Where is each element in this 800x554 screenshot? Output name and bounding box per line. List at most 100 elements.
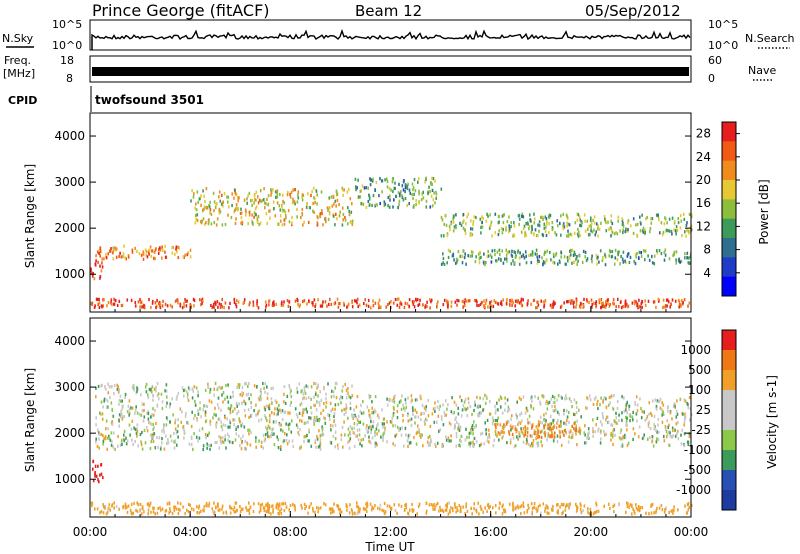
- power-echo-cell: [651, 217, 654, 221]
- power-echo-cell: [688, 301, 691, 305]
- power-echo-cell: [626, 229, 628, 233]
- power-echo-cell: [456, 298, 458, 302]
- velocity-echo-cell: [668, 443, 671, 448]
- velocity-echo-cell: [500, 405, 502, 409]
- velocity-echo-cell: [301, 411, 304, 415]
- velocity-echo-cell: [287, 411, 289, 415]
- velocity-echo-cell: [498, 438, 500, 442]
- power-echo-cell: [328, 212, 331, 216]
- power-echo-cell: [98, 305, 101, 310]
- power-echo-cell: [395, 194, 398, 199]
- power-echo-cell: [519, 251, 521, 255]
- velocity-echo-cell: [333, 509, 335, 514]
- velocity-echo-cell: [216, 440, 218, 445]
- velocity-echo-cell: [353, 444, 356, 448]
- power-echo-cell: [452, 217, 454, 221]
- power-echo-cell: [400, 190, 402, 194]
- velocity-echo-cell: [453, 400, 456, 404]
- power-echo-cell: [567, 259, 569, 263]
- power-echo-cell: [228, 306, 230, 310]
- power-echo-cell: [252, 222, 254, 226]
- velocity-echo-cell: [664, 425, 667, 429]
- power-echo-cell: [551, 226, 554, 230]
- velocity-echo-cell: [459, 425, 462, 429]
- power-echo-cell: [643, 249, 645, 253]
- power-echo-cell: [244, 208, 247, 212]
- power-echo-cell: [200, 194, 202, 198]
- power-echo-cell: [473, 215, 475, 219]
- velocity-echo-cell: [160, 445, 162, 449]
- velocity-echo-cell: [358, 510, 361, 514]
- power-echo-cell: [233, 297, 236, 301]
- velocity-echo-cell: [152, 427, 154, 432]
- power-echo-cell: [145, 250, 148, 254]
- power-echo-cell: [178, 246, 180, 250]
- velocity-echo-cell: [468, 435, 470, 439]
- velocity-echo-cell: [468, 431, 471, 435]
- velocity-echo-cell: [655, 407, 658, 411]
- velocity-echo-cell: [180, 420, 182, 424]
- power-echo-cell: [647, 299, 650, 303]
- velocity-echo-cell: [603, 396, 606, 400]
- velocity-echo-cell: [232, 394, 234, 398]
- velocity-echo-cell: [573, 421, 576, 426]
- power-echo-cell: [648, 258, 651, 262]
- velocity-echo-cell: [235, 401, 238, 405]
- velocity-echo-cell: [520, 504, 523, 508]
- velocity-echo-cell: [561, 396, 563, 400]
- power-echo-cell: [492, 304, 495, 309]
- velocity-echo-cell: [492, 444, 495, 448]
- velocity-echo-cell: [565, 431, 567, 435]
- power-echo-cell: [656, 251, 659, 255]
- power-echo-cell: [675, 225, 678, 229]
- velocity-colorbar-segment: [722, 490, 736, 511]
- power-echo-cell: [346, 190, 349, 194]
- velocity-echo-cell: [674, 404, 676, 408]
- velocity-echo-cell: [244, 402, 247, 406]
- velocity-echo-cell: [99, 411, 101, 415]
- power-echo-cell: [505, 225, 507, 229]
- power-echo-cell: [646, 215, 648, 220]
- velocity-echo-cell: [296, 386, 298, 390]
- velocity-echo-cell: [417, 504, 420, 509]
- power-echo-cell: [467, 212, 470, 216]
- power-echo-cell: [614, 256, 617, 260]
- velocity-echo-cell: [152, 398, 154, 402]
- velocity-echo-cell: [509, 438, 512, 442]
- power-echo-cell: [464, 228, 466, 232]
- velocity-echo-cell: [632, 410, 634, 414]
- velocity-echo-cell: [428, 503, 431, 507]
- velocity-echo-cell: [241, 507, 244, 511]
- velocity-echo-cell: [628, 404, 631, 408]
- velocity-echo-cell: [126, 510, 129, 514]
- power-echo-cell: [464, 298, 466, 302]
- velocity-echo-cell: [235, 432, 238, 436]
- power-echo-cell: [508, 250, 511, 254]
- power-echo-cell: [277, 222, 280, 226]
- velocity-echo-cell: [241, 386, 244, 390]
- velocity-echo-cell: [517, 422, 519, 426]
- velocity-echo-cell: [278, 502, 281, 506]
- velocity-echo-cell: [367, 426, 370, 430]
- velocity-echo-cell: [243, 382, 246, 386]
- velocity-echo-cell: [668, 510, 670, 515]
- power-echo-cell: [194, 221, 197, 225]
- velocity-echo-cell: [327, 413, 329, 417]
- velocity-echo-cell: [671, 426, 674, 430]
- velocity-echo-cell: [501, 512, 504, 516]
- velocity-echo-cell: [570, 436, 573, 440]
- power-echo-cell: [664, 304, 667, 308]
- power-echo-cell: [279, 214, 282, 218]
- power-echo-cell: [150, 254, 152, 258]
- velocity-echo-cell: [565, 503, 568, 507]
- power-echo-cell: [235, 217, 237, 221]
- power-echo-cell: [219, 305, 222, 310]
- power-echo-cell: [679, 226, 682, 230]
- velocity-echo-cell: [502, 425, 504, 429]
- velocity-echo-cell: [345, 411, 347, 415]
- velocity-echo-cell: [283, 400, 285, 404]
- velocity-echo-cell: [116, 383, 118, 387]
- power-echo-cell: [583, 297, 585, 301]
- power-echo-cell: [498, 248, 501, 252]
- velocity-echo-cell: [186, 395, 189, 399]
